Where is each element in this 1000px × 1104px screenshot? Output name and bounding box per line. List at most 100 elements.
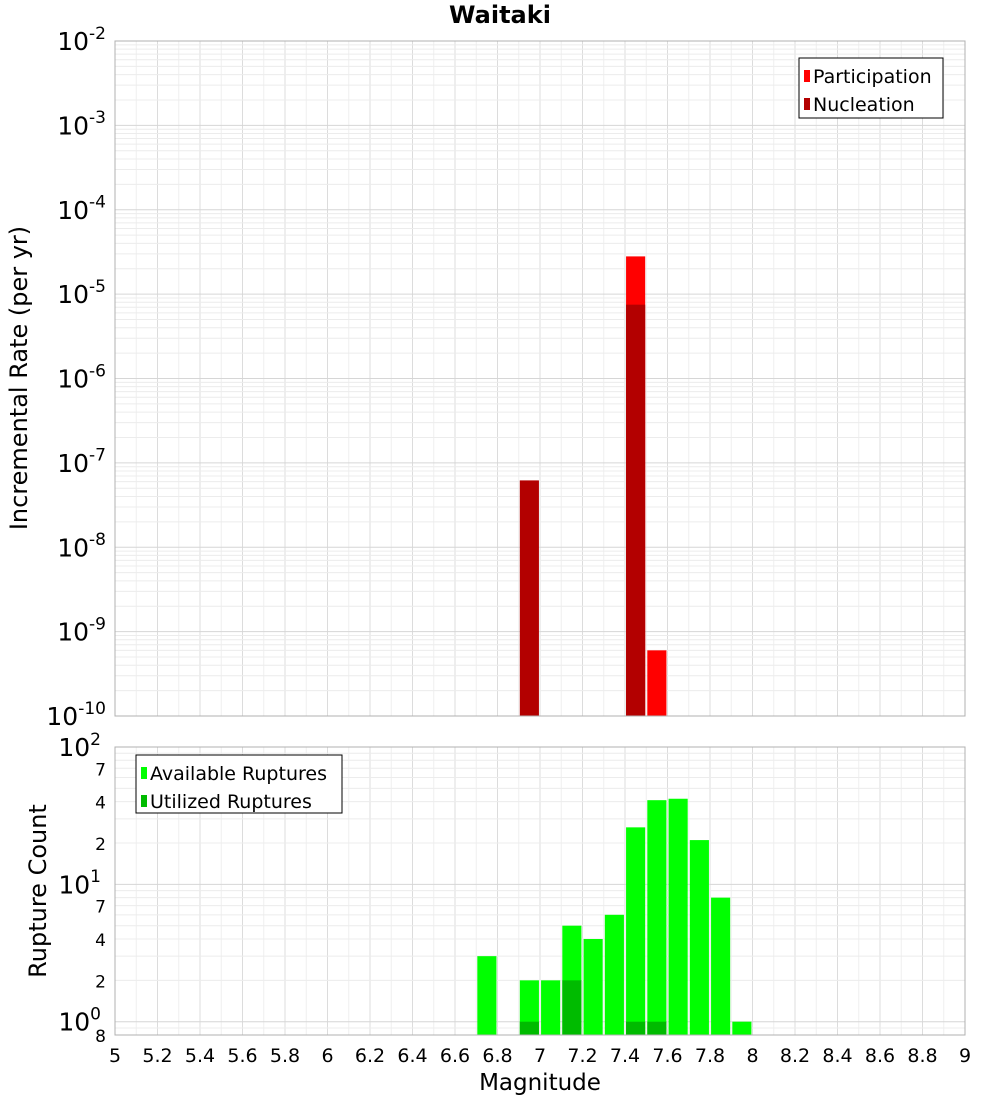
x-tick-label: 8.2 — [780, 1045, 810, 1067]
y-tick-label: 101 — [58, 867, 101, 899]
bar-available-ruptures — [604, 914, 624, 1035]
y-tick-label-minor: 4 — [95, 794, 106, 814]
x-tick-label: 5.8 — [270, 1045, 300, 1067]
bar-available-ruptures — [541, 980, 561, 1035]
y-tick-label-minor: 8 — [95, 1027, 106, 1047]
y-tick-label-base: 10 — [57, 196, 89, 225]
bar-available-ruptures — [732, 1021, 752, 1035]
x-tick-label: 5.4 — [185, 1045, 215, 1067]
x-tick-label: 7 — [534, 1045, 546, 1067]
legend-box — [798, 57, 944, 119]
y-tick-label-base: 10 — [57, 111, 89, 140]
y-tick-label: 10-10 — [46, 699, 106, 731]
chart-title: Waitaki — [449, 1, 551, 29]
y-tick-label: 10-2 — [57, 24, 106, 56]
bar-available-ruptures — [519, 980, 539, 1035]
y-tick-label-exponent: -4 — [89, 193, 106, 213]
legend-swatch — [804, 70, 810, 82]
plot-frame — [114, 746, 966, 1036]
bar-utilized-ruptures — [647, 1021, 667, 1035]
bar-utilized-ruptures — [626, 1021, 646, 1035]
y-tick-label-base: 10 — [58, 1008, 90, 1037]
bar-utilized-ruptures — [519, 1021, 539, 1035]
x-axis-label: Magnitude — [479, 1070, 601, 1096]
y-tick-label: 10-5 — [57, 277, 106, 309]
bar-available-ruptures — [668, 798, 688, 1035]
y-tick-label: 10-9 — [57, 614, 106, 646]
y-tick-label-exponent: -10 — [78, 699, 106, 719]
y-tick-label-base: 10 — [57, 280, 89, 309]
x-tick-label: 7.2 — [567, 1045, 597, 1067]
y-tick-label-exponent: -6 — [89, 361, 106, 381]
bar-available-ruptures — [711, 897, 731, 1035]
bar-available-ruptures — [626, 827, 646, 1035]
y-tick-label-base: 10 — [57, 27, 89, 56]
x-tick-label: 8.8 — [907, 1045, 937, 1067]
y-axis-label: Incremental Rate (per yr) — [5, 226, 33, 530]
y-tick-label-exponent: -5 — [89, 277, 106, 297]
y-tick-label-base: 10 — [57, 618, 89, 647]
y-tick-label: 10-8 — [57, 530, 106, 562]
x-tick-label: 7.8 — [695, 1045, 725, 1067]
y-tick-label-base: 10 — [58, 870, 90, 899]
bar-available-ruptures — [583, 939, 603, 1035]
legend-swatch — [141, 795, 147, 807]
y-tick-label: 10-6 — [57, 361, 106, 393]
x-tick-label: 6.8 — [482, 1045, 512, 1067]
bar-available-ruptures — [689, 840, 709, 1035]
legend-label: Utilized Ruptures — [150, 791, 312, 813]
y-axis-label: Rupture Count — [24, 804, 52, 978]
legend-label: Participation — [813, 66, 932, 88]
y-tick-label-exponent: 0 — [90, 1004, 101, 1024]
y-tick-label-exponent: -2 — [89, 24, 106, 44]
y-tick-label-minor: 2 — [95, 972, 106, 992]
y-tick-label: 10-4 — [57, 193, 106, 225]
x-tick-label: 8.4 — [822, 1045, 852, 1067]
bar-available-ruptures — [477, 956, 497, 1035]
x-tick-label: 5.2 — [142, 1045, 172, 1067]
legend-label: Nucleation — [813, 94, 915, 116]
y-tick-label-base: 10 — [58, 733, 90, 762]
y-tick-label-exponent: 2 — [90, 730, 101, 750]
x-tick-label: 8.6 — [865, 1045, 895, 1067]
y-tick-label-base: 10 — [46, 702, 78, 731]
y-tick-label-minor: 4 — [95, 931, 106, 951]
y-tick-label-base: 10 — [57, 365, 89, 394]
legend-box — [135, 754, 343, 814]
y-tick-label-exponent: -9 — [89, 614, 106, 634]
bar-participation — [647, 650, 667, 716]
x-tick-label: 6 — [321, 1045, 333, 1067]
bar-utilized-ruptures — [562, 980, 582, 1035]
legend-swatch — [141, 767, 147, 779]
x-tick-label: 7.4 — [610, 1045, 640, 1067]
y-tick-label-exponent: -3 — [89, 108, 106, 128]
y-tick-label-base: 10 — [57, 533, 89, 562]
bar-available-ruptures — [647, 800, 667, 1035]
y-tick-label: 100 — [58, 1004, 101, 1036]
x-tick-label: 6.4 — [397, 1045, 427, 1067]
legend-label: Available Ruptures — [150, 763, 327, 785]
x-tick-label: 9 — [959, 1045, 971, 1067]
x-tick-label: 6.6 — [440, 1045, 470, 1067]
bar-nucleation — [626, 304, 646, 716]
y-tick-label-minor: 2 — [95, 835, 106, 855]
y-tick-label-minor: 7 — [95, 898, 106, 918]
y-tick-label-exponent: 1 — [90, 867, 101, 887]
bar-nucleation — [519, 480, 539, 716]
x-tick-label: 6.2 — [355, 1045, 385, 1067]
plot-frame — [114, 40, 966, 717]
y-tick-label-minor: 7 — [95, 760, 106, 780]
y-tick-label-exponent: -8 — [89, 530, 106, 550]
x-tick-label: 8 — [746, 1045, 758, 1067]
x-tick-label: 7.6 — [652, 1045, 682, 1067]
y-tick-label: 10-3 — [57, 108, 106, 140]
y-tick-label: 102 — [58, 730, 101, 762]
x-tick-label: 5.6 — [227, 1045, 257, 1067]
legend-swatch — [804, 98, 810, 110]
y-tick-label-base: 10 — [57, 449, 89, 478]
y-tick-label: 10-7 — [57, 446, 106, 478]
x-tick-label: 5 — [109, 1045, 121, 1067]
y-tick-label-exponent: -7 — [89, 446, 106, 466]
